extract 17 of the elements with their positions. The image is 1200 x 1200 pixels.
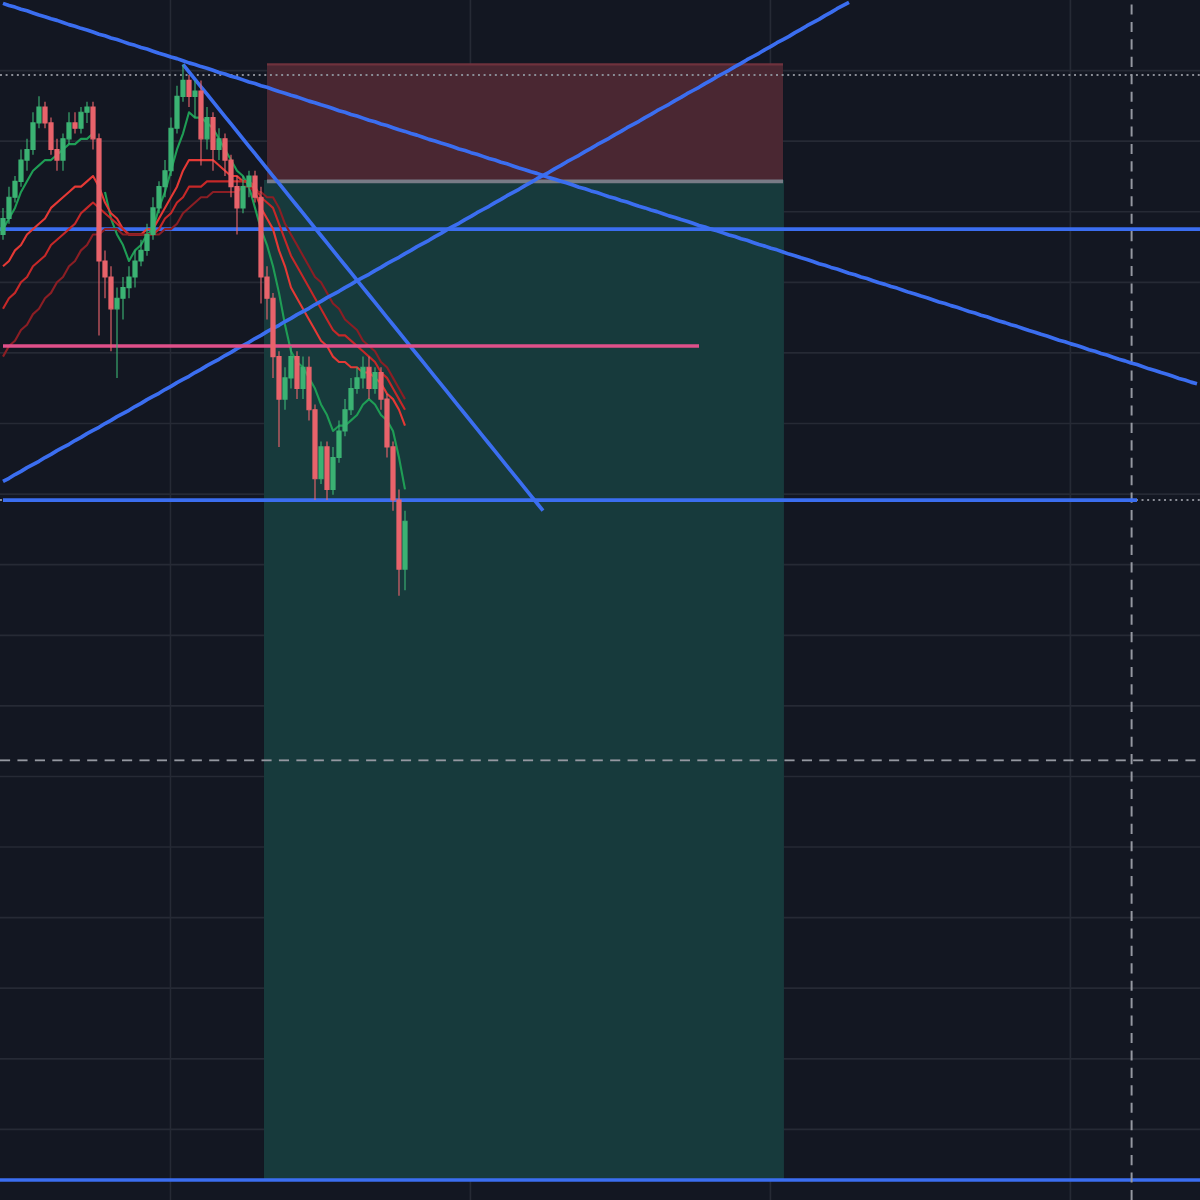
candlestick bbox=[204, 106, 210, 151]
candlestick bbox=[366, 356, 372, 400]
candlestick bbox=[78, 106, 84, 135]
candlestick bbox=[372, 366, 378, 395]
candlestick bbox=[324, 441, 330, 501]
candlestick bbox=[186, 74, 192, 108]
candlestick bbox=[360, 356, 366, 390]
candlestick bbox=[240, 175, 246, 214]
candlestick bbox=[210, 111, 216, 172]
candlestick bbox=[72, 111, 78, 135]
candlestick bbox=[402, 510, 408, 591]
candlestick bbox=[216, 127, 222, 161]
candlestick bbox=[300, 356, 306, 400]
candlestick bbox=[294, 350, 300, 400]
candlestick bbox=[198, 79, 204, 166]
candlestick bbox=[318, 441, 324, 485]
candlestick bbox=[192, 79, 198, 119]
